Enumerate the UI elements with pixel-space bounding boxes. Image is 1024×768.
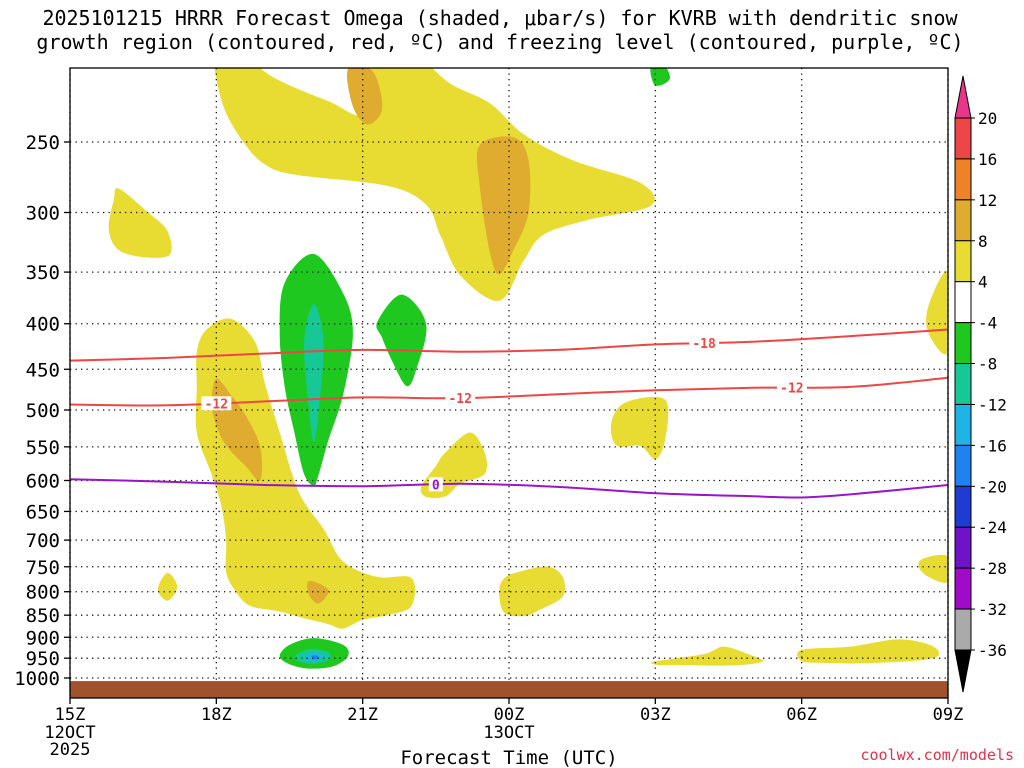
colorbar-segment (954, 567, 972, 610)
x-tick-label: 15Z (55, 705, 86, 725)
chart-title-line-2: growth region (contoured, red, ºC) and f… (36, 30, 964, 54)
omega-region-9 (610, 396, 669, 460)
omega-region-7 (157, 572, 178, 601)
axes: 2503003504004505005506006507007508008509… (14, 67, 964, 760)
omega-region-0 (214, 68, 655, 301)
x-tick-year: 2025 (50, 740, 91, 760)
colorbar-label: -32 (978, 600, 1007, 619)
colorbar-label: -4 (978, 314, 997, 333)
contour-line-4 (70, 478, 948, 499)
contour-label: -12 (448, 392, 471, 407)
chart-title-line-1: 2025101215 HRRR Forecast Omega (shaded, … (42, 6, 958, 30)
colorbar-label: -20 (978, 477, 1007, 496)
colorbar-label: -36 (978, 641, 1007, 660)
colorbar-segment (954, 485, 972, 528)
y-tick-label: 900 (26, 627, 60, 649)
x-tick-date: 12OCT (44, 723, 95, 743)
colorbar-label: -8 (978, 355, 997, 374)
colorbar-segment (954, 403, 972, 446)
omega-region-13 (918, 554, 948, 583)
y-tick-label: 650 (26, 501, 60, 523)
contour-label: -18 (692, 337, 716, 352)
colorbar-label: -24 (978, 518, 1007, 537)
omega-region-2 (476, 136, 531, 275)
y-tick-label: 350 (26, 262, 60, 284)
y-tick-label: 700 (26, 530, 60, 552)
colorbar-segment (954, 608, 972, 651)
y-tick-label: 600 (26, 470, 60, 492)
x-tick-label: 03Z (640, 705, 671, 725)
omega-region-18 (650, 68, 671, 86)
colorbar-label: 16 (978, 150, 997, 169)
omega-region-4 (195, 318, 416, 629)
colorbar-label: 12 (978, 191, 997, 210)
y-tick-label: 500 (26, 400, 60, 422)
colorbar-segment (954, 117, 972, 160)
colorbar-segment (954, 526, 972, 569)
temperature-contours: -18 -12 -12 -12 0 (70, 328, 948, 499)
x-tick-date: 13OCT (483, 723, 534, 743)
colorbar-label: -28 (978, 559, 1007, 578)
y-tick-label: 1000 (14, 668, 60, 690)
y-tick-label: 750 (26, 557, 60, 579)
colorbar-label: 20 (978, 109, 997, 128)
x-tick-label: 00Z (494, 705, 525, 725)
x-axis-label: Forecast Time (UTC) (400, 747, 617, 768)
colorbar-label: 8 (978, 232, 988, 251)
colorbar-segment (954, 240, 972, 283)
contour-label-bg (776, 380, 807, 395)
omega-region-1 (346, 68, 383, 125)
contour-label: 0 (432, 478, 440, 493)
colorbar-label: 4 (978, 273, 988, 292)
contour-label-bg (445, 391, 476, 406)
colorbar-segment (954, 322, 972, 365)
y-tick-label: 450 (26, 359, 60, 381)
contour-line-0 (70, 328, 948, 362)
colorbar-segment (954, 363, 972, 405)
y-tick-label: 800 (26, 582, 60, 604)
colorbar-segment (954, 281, 972, 324)
omega-shading (108, 68, 948, 669)
contour-label: -12 (205, 397, 228, 412)
colorbar-bottom-arrow (954, 649, 972, 693)
source-credit: coolwx.com/models (860, 746, 1014, 764)
omega-region-12 (796, 639, 940, 664)
omega-region-11 (650, 646, 763, 666)
y-tick-label: 250 (26, 132, 60, 154)
ground-terrain (70, 681, 948, 698)
chart-title: 2025101215 HRRR Forecast Omega (shaded, … (0, 6, 1000, 54)
y-tick-label: 550 (26, 437, 60, 459)
colorbar-label: -16 (978, 436, 1007, 455)
colorbar-segment (954, 199, 972, 242)
x-tick-label: 21Z (347, 705, 378, 725)
omega-region-16 (303, 303, 324, 442)
colorbar-segment (954, 444, 972, 487)
ground-surface (70, 681, 948, 698)
colorbar-label: -12 (978, 395, 1007, 414)
y-tick-label: 850 (26, 605, 60, 627)
x-tick-label: 18Z (201, 705, 232, 725)
colorbar: 20 16 12 8 4 -4 -8 -12 -16 -20 -24 -28 -32 -36 (954, 75, 1007, 693)
x-tick-label: 06Z (786, 705, 817, 725)
x-tick-label: 09Z (933, 705, 964, 725)
colorbar-segment (954, 158, 972, 201)
contour-label-bg (689, 336, 720, 351)
y-tick-label: 950 (26, 648, 60, 670)
omega-region-17 (376, 294, 427, 387)
y-tick-label: 300 (26, 202, 60, 224)
colorbar-top-arrow (954, 75, 972, 119)
contour-label: -12 (780, 381, 803, 396)
contour-label-bg (201, 396, 232, 411)
omega-region-3 (108, 188, 172, 258)
y-tick-label: 400 (26, 314, 60, 336)
contour-label-bg (428, 477, 443, 492)
omega-region-14 (926, 270, 948, 355)
